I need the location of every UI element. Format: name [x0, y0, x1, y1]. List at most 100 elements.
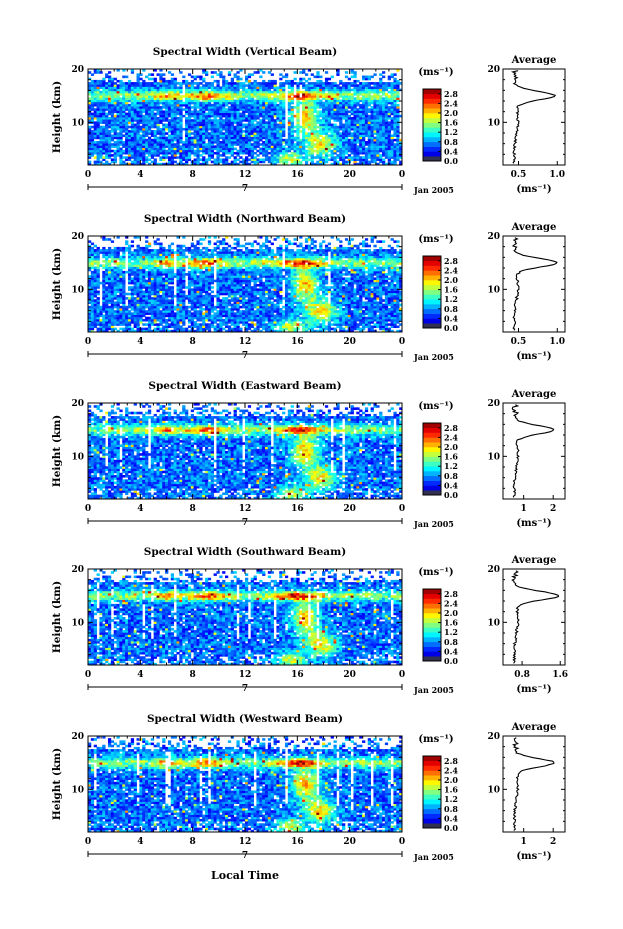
- heatmap-cell: [154, 158, 157, 161]
- average-title: Average: [511, 55, 557, 66]
- heatmap-cell: [191, 119, 194, 122]
- heatmap-cell: [328, 158, 331, 161]
- heatmap-cell: [222, 119, 225, 122]
- heatmap-cell: [122, 271, 125, 274]
- heatmap-cell: [162, 78, 165, 81]
- heatmap-cell: [199, 86, 202, 89]
- heatmap-cell: [276, 104, 279, 107]
- heatmap-cell: [259, 76, 262, 79]
- heatmap-cell: [359, 104, 362, 107]
- heatmap-cell: [125, 271, 128, 274]
- heatmap-cell: [336, 126, 339, 129]
- heatmap-cell: [154, 328, 157, 331]
- heatmap-cell: [294, 115, 297, 118]
- heatmap-cell: [139, 134, 142, 137]
- heatmap-cell: [148, 243, 151, 246]
- heatmap-cell: [191, 80, 194, 83]
- heatmap-cell: [182, 76, 185, 79]
- heatmap-cell: [142, 323, 145, 326]
- heatmap-cell: [114, 310, 117, 313]
- heatmap-cell: [105, 249, 108, 252]
- heatmap-cell: [256, 121, 259, 124]
- heatmap-cell: [176, 156, 179, 159]
- heatmap-cell: [91, 247, 94, 250]
- heatmap-cell: [191, 132, 194, 135]
- heatmap-cell: [371, 86, 374, 89]
- heatmap-cell: [131, 82, 134, 85]
- heatmap-cell: [145, 328, 148, 331]
- x-tick-label: 8: [190, 170, 196, 180]
- heatmap-cell: [125, 113, 128, 116]
- heatmap-cell: [105, 82, 108, 85]
- heatmap-cell: [319, 139, 322, 142]
- heatmap-cell: [362, 76, 365, 79]
- heatmap-cell: [137, 73, 140, 76]
- heatmap-cell: [125, 293, 128, 296]
- heatmap-cell: [199, 82, 202, 85]
- heatmap-cell: [279, 73, 282, 76]
- heatmap-cell: [211, 71, 214, 74]
- heatmap-cell: [182, 141, 185, 144]
- heatmap-cell: [157, 117, 160, 120]
- heatmap-cell: [245, 89, 248, 92]
- heatmap-cell: [205, 113, 208, 116]
- heatmap-cell: [128, 310, 131, 313]
- panel-title: Spectral Width (Northward Beam): [144, 213, 346, 225]
- heatmap-cell: [211, 161, 214, 164]
- heatmap-cell: [117, 247, 120, 250]
- heatmap-cell: [165, 150, 168, 153]
- heatmap-cell: [288, 154, 291, 157]
- heatmap-cell: [325, 93, 328, 96]
- heatmap-cell: [131, 286, 134, 289]
- heatmap-cell: [291, 106, 294, 109]
- heatmap-cell: [262, 71, 265, 74]
- heatmap-cell: [159, 156, 162, 159]
- heatmap-cell: [265, 121, 268, 124]
- heatmap-cell: [151, 78, 154, 81]
- heatmap-cell: [176, 117, 179, 120]
- heatmap-cell: [325, 71, 328, 74]
- heatmap-cell: [199, 158, 202, 161]
- heatmap-cell: [316, 80, 319, 83]
- heatmap-cell: [339, 100, 342, 103]
- heatmap-cell: [168, 134, 171, 137]
- x-tick-label: 0: [85, 170, 91, 180]
- average-profile-line: [513, 71, 556, 164]
- heatmap-cell: [94, 299, 97, 302]
- heatmap-cell: [196, 76, 199, 79]
- heatmap-cell: [345, 161, 348, 164]
- heatmap-cell: [345, 76, 348, 79]
- heatmap-cell: [131, 277, 134, 280]
- heatmap-cell: [302, 91, 305, 94]
- heatmap-cell: [211, 82, 214, 85]
- heatmap-cell: [117, 80, 120, 83]
- heatmap-cell: [299, 161, 302, 164]
- heatmap-cell: [314, 156, 317, 159]
- heatmap-cell: [245, 84, 248, 87]
- heatmap-cell: [122, 82, 125, 85]
- heatmap-cell: [168, 119, 171, 122]
- heatmap-cell: [282, 145, 285, 148]
- heatmap-cell: [242, 124, 245, 127]
- heatmap-cell: [305, 150, 308, 153]
- heatmap-cell: [119, 80, 122, 83]
- heatmap-cell: [239, 82, 242, 85]
- heatmap-cell: [102, 271, 105, 274]
- heatmap-cell: [145, 156, 148, 159]
- heatmap-cell: [122, 156, 125, 159]
- heatmap-cell: [128, 245, 131, 248]
- heatmap-cell: [99, 282, 102, 285]
- heatmap-cell: [262, 158, 265, 161]
- heatmap-cell: [282, 82, 285, 85]
- heatmap-cell: [111, 249, 114, 252]
- heatmap-cell: [131, 251, 134, 254]
- heatmap-cell: [302, 82, 305, 85]
- heatmap-cell: [145, 245, 148, 248]
- heatmap-cell: [228, 106, 231, 109]
- heatmap-cell: [148, 317, 151, 320]
- heatmap-cell: [134, 297, 137, 300]
- heatmap-cell: [151, 130, 154, 133]
- heatmap-cell: [382, 71, 385, 74]
- heatmap-cell: [294, 137, 297, 140]
- heatmap-cell: [308, 78, 311, 81]
